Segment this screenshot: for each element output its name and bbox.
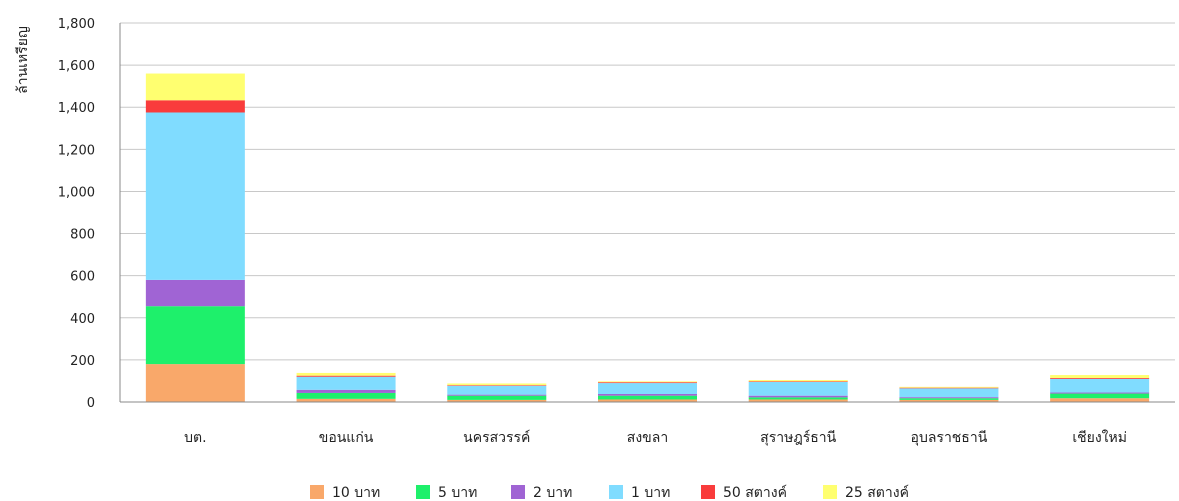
bar-segment — [1050, 393, 1150, 399]
bar-segment — [145, 100, 245, 113]
y-tick-label: 400 — [70, 312, 95, 327]
x-category-label: นครสวรรค์ — [463, 429, 530, 446]
y-tick-label: 1,600 — [58, 59, 95, 74]
bar-segment — [447, 394, 547, 396]
bar-segment — [899, 387, 999, 389]
y-tick-label: 600 — [70, 270, 95, 285]
y-tick-label: 200 — [70, 354, 95, 369]
bar-segment — [1050, 377, 1150, 379]
x-category-label: สงขลา — [627, 430, 668, 446]
y-tick-label: 1,000 — [58, 185, 95, 200]
bar-segment — [899, 388, 999, 398]
bar-segment — [296, 398, 396, 402]
bar-segment — [1050, 375, 1150, 378]
legend-swatch — [609, 485, 623, 499]
bar-segment — [447, 399, 547, 402]
x-category-label: อุบลราชธานี — [911, 430, 988, 446]
bar-segment — [145, 279, 245, 307]
y-axis-label: ล้านเหรียญ — [15, 26, 31, 94]
grid-lines — [120, 22, 1175, 361]
bar-segment — [748, 381, 848, 396]
bar-segment — [447, 395, 547, 400]
bar-segment — [1050, 392, 1150, 394]
x-category-labels: บต. ขอนแก่น นครสวรรค์ สงขลา สุราษฎร์ธานี อุบล… — [184, 429, 1127, 446]
bar-segment — [145, 306, 245, 365]
legend-label: 25 สตางค์ — [845, 484, 909, 501]
y-tick-label: 0 — [87, 396, 95, 411]
bars — [145, 73, 1150, 402]
legend-swatch — [823, 485, 837, 499]
legend-label: 50 สตางค์ — [723, 484, 787, 501]
legend-label: 2 บาท — [533, 485, 572, 501]
legend-swatch — [511, 485, 525, 499]
legend-swatch — [416, 485, 430, 499]
bar-segment — [899, 397, 999, 399]
bar-segment — [748, 381, 848, 382]
bar-segment — [598, 399, 697, 402]
bar-segment — [296, 375, 396, 377]
bar-segment — [296, 372, 396, 376]
bar-segment — [899, 398, 999, 400]
bar-segment — [296, 389, 396, 393]
bar-segment — [598, 395, 697, 400]
bar-segment — [748, 380, 848, 382]
bar-segment — [899, 399, 999, 402]
bar-segment — [145, 364, 245, 402]
x-category-label: บต. — [184, 430, 206, 446]
y-tick-label: 800 — [70, 228, 95, 243]
bar-segment — [145, 112, 245, 280]
bar-segment — [748, 397, 848, 400]
legend-swatch — [310, 485, 324, 499]
bar-segment — [598, 393, 697, 396]
bar-segment — [447, 383, 547, 386]
bar-segment — [748, 399, 848, 402]
bar-segment — [1050, 398, 1150, 402]
y-tick-label: 1,800 — [58, 17, 95, 32]
bar-segment — [598, 381, 697, 383]
x-category-label: เชียงใหม่ — [1072, 429, 1127, 446]
x-category-label: ขอนแก่น — [319, 430, 374, 446]
bar-segment — [447, 385, 547, 386]
legend: 10 บาท 5 บาท 2 บาท 1 บาท 50 สตางค์ 25 สตางค์ — [310, 484, 909, 501]
y-tick-label: 1,200 — [58, 143, 95, 158]
legend-label: 10 บาท — [332, 485, 380, 501]
bar-segment — [1050, 378, 1150, 393]
bar-segment — [598, 382, 697, 384]
bar-segment — [145, 73, 245, 101]
bar-segment — [296, 376, 396, 390]
bar-segment — [899, 386, 999, 388]
x-category-label: สุราษฎร์ธานี — [760, 429, 836, 446]
y-tick-labels: 0 200 400 600 800 1,000 1,200 1,400 1,600 1,800 — [58, 17, 95, 411]
bar-segment — [748, 395, 848, 398]
legend-label: 5 บาท — [438, 485, 477, 501]
y-tick-label: 1,400 — [58, 101, 95, 116]
legend-swatch — [701, 485, 715, 499]
bar-segment — [598, 383, 697, 394]
legend-label: 1 บาท — [631, 485, 670, 501]
bar-segment — [447, 385, 547, 395]
axes — [119, 23, 1175, 403]
bar-segment — [296, 392, 396, 399]
